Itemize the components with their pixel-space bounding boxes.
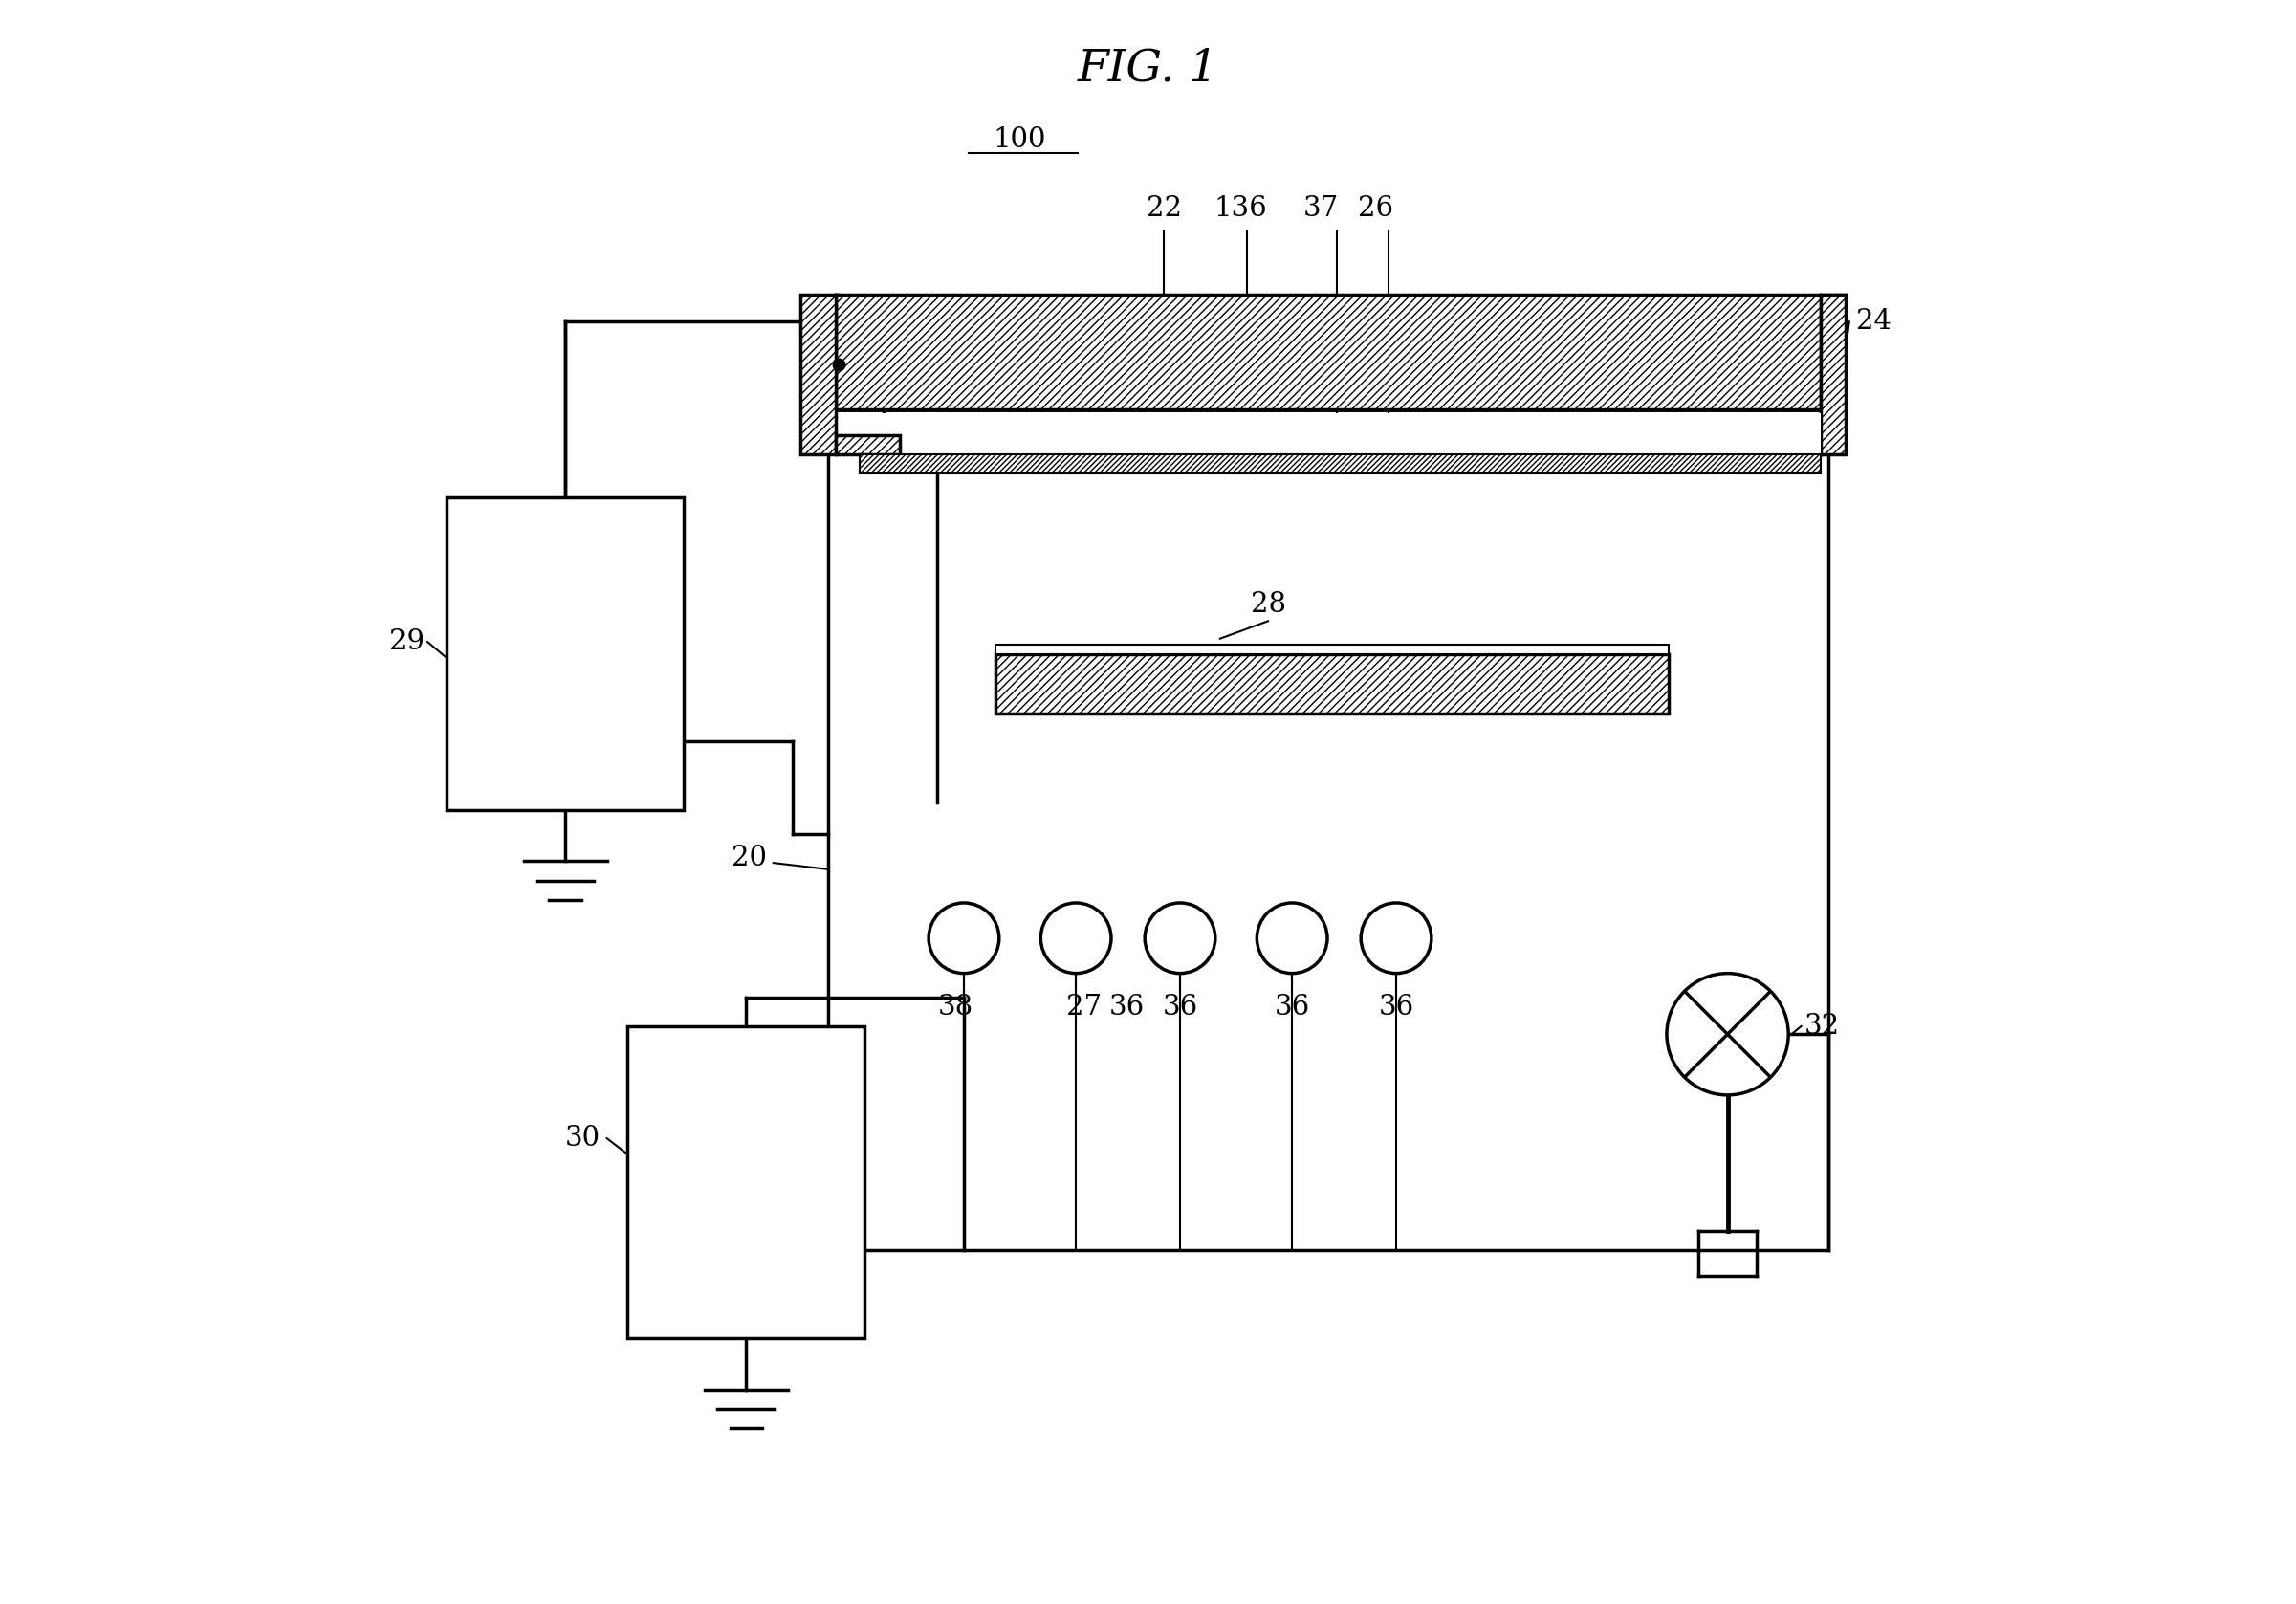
Text: POWER: POWER: [707, 1179, 785, 1203]
Text: SUPPLY: SUPPLY: [700, 1219, 792, 1243]
Bar: [1821, 295, 1846, 454]
Bar: [996, 654, 1669, 714]
Bar: [448, 497, 684, 810]
Text: 100: 100: [992, 127, 1045, 154]
Circle shape: [928, 903, 999, 974]
Bar: [1821, 295, 1846, 454]
Text: 20: 20: [732, 845, 767, 871]
Text: 30: 30: [565, 1124, 602, 1152]
Text: 36: 36: [1162, 994, 1199, 1020]
Bar: [829, 361, 1828, 1251]
Text: 24: 24: [1855, 308, 1892, 335]
Circle shape: [1256, 903, 1327, 974]
Bar: [996, 654, 1669, 714]
Text: HIGH: HIGH: [535, 569, 595, 595]
Text: 26: 26: [1357, 196, 1394, 223]
Bar: [836, 295, 1821, 409]
Text: 36: 36: [1378, 994, 1414, 1020]
Bar: [859, 412, 1821, 454]
Bar: [836, 435, 900, 454]
Circle shape: [1362, 903, 1430, 974]
Text: SUPPLY: SUPPLY: [519, 690, 611, 715]
Bar: [627, 1027, 866, 1338]
Circle shape: [1040, 903, 1111, 974]
Text: POWER: POWER: [528, 650, 604, 675]
Text: FIG. 1: FIG. 1: [1077, 47, 1219, 90]
Text: 22: 22: [1146, 196, 1182, 223]
Circle shape: [1146, 903, 1215, 974]
Text: VOLTAGE: VOLTAGE: [512, 610, 618, 635]
Bar: [801, 295, 836, 454]
Bar: [859, 454, 1821, 473]
Text: 29: 29: [388, 629, 425, 656]
Text: 32: 32: [1805, 1012, 1839, 1039]
Text: 38: 38: [939, 994, 974, 1020]
Text: 36: 36: [1109, 994, 1146, 1020]
Text: LOW: LOW: [723, 1099, 769, 1123]
Text: 37: 37: [1304, 196, 1339, 223]
Text: 36: 36: [1274, 994, 1311, 1020]
Text: 28: 28: [1251, 590, 1286, 618]
Bar: [836, 435, 900, 454]
Bar: [801, 295, 836, 454]
Text: 27: 27: [1065, 994, 1102, 1020]
Text: VOLTAGE: VOLTAGE: [693, 1139, 799, 1163]
Bar: [996, 645, 1669, 654]
Text: 136: 136: [1215, 196, 1267, 223]
Circle shape: [1667, 974, 1789, 1096]
Bar: [859, 454, 1821, 473]
Bar: [836, 295, 1821, 409]
